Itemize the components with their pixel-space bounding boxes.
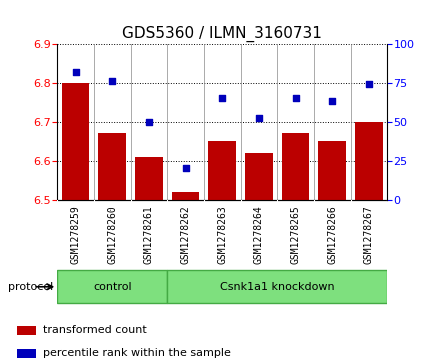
Title: GDS5360 / ILMN_3160731: GDS5360 / ILMN_3160731 (122, 26, 322, 42)
Text: GSM1278265: GSM1278265 (290, 205, 301, 264)
Text: GSM1278263: GSM1278263 (217, 205, 227, 264)
Text: GSM1278267: GSM1278267 (364, 205, 374, 264)
FancyBboxPatch shape (57, 270, 167, 303)
Bar (319, 141, 346, 200)
Text: protocol: protocol (7, 282, 53, 292)
Bar (17, 326, 36, 335)
Text: GSM1278260: GSM1278260 (107, 205, 117, 264)
Text: control: control (93, 282, 132, 292)
Bar (99, 133, 126, 200)
Bar (172, 192, 199, 200)
Point (182, 166, 189, 171)
Text: transformed count: transformed count (43, 326, 147, 335)
Point (255, 115, 262, 121)
FancyBboxPatch shape (167, 270, 387, 303)
Bar (355, 122, 383, 200)
Point (109, 78, 116, 84)
Bar (245, 153, 273, 200)
Bar (62, 83, 89, 200)
Bar (17, 349, 36, 358)
Text: percentile rank within the sample: percentile rank within the sample (43, 348, 231, 358)
Point (145, 119, 152, 125)
Bar (282, 133, 309, 200)
Text: GSM1278266: GSM1278266 (327, 205, 337, 264)
Point (72, 69, 79, 74)
Point (219, 95, 226, 101)
Point (365, 81, 372, 87)
Text: GSM1278262: GSM1278262 (180, 205, 191, 264)
Point (329, 98, 336, 104)
Bar (209, 141, 236, 200)
Text: GSM1278261: GSM1278261 (144, 205, 154, 264)
Text: GSM1278264: GSM1278264 (254, 205, 264, 264)
Text: Csnk1a1 knockdown: Csnk1a1 knockdown (220, 282, 334, 292)
Bar (135, 157, 163, 200)
Point (292, 95, 299, 101)
Text: GSM1278259: GSM1278259 (70, 205, 81, 264)
